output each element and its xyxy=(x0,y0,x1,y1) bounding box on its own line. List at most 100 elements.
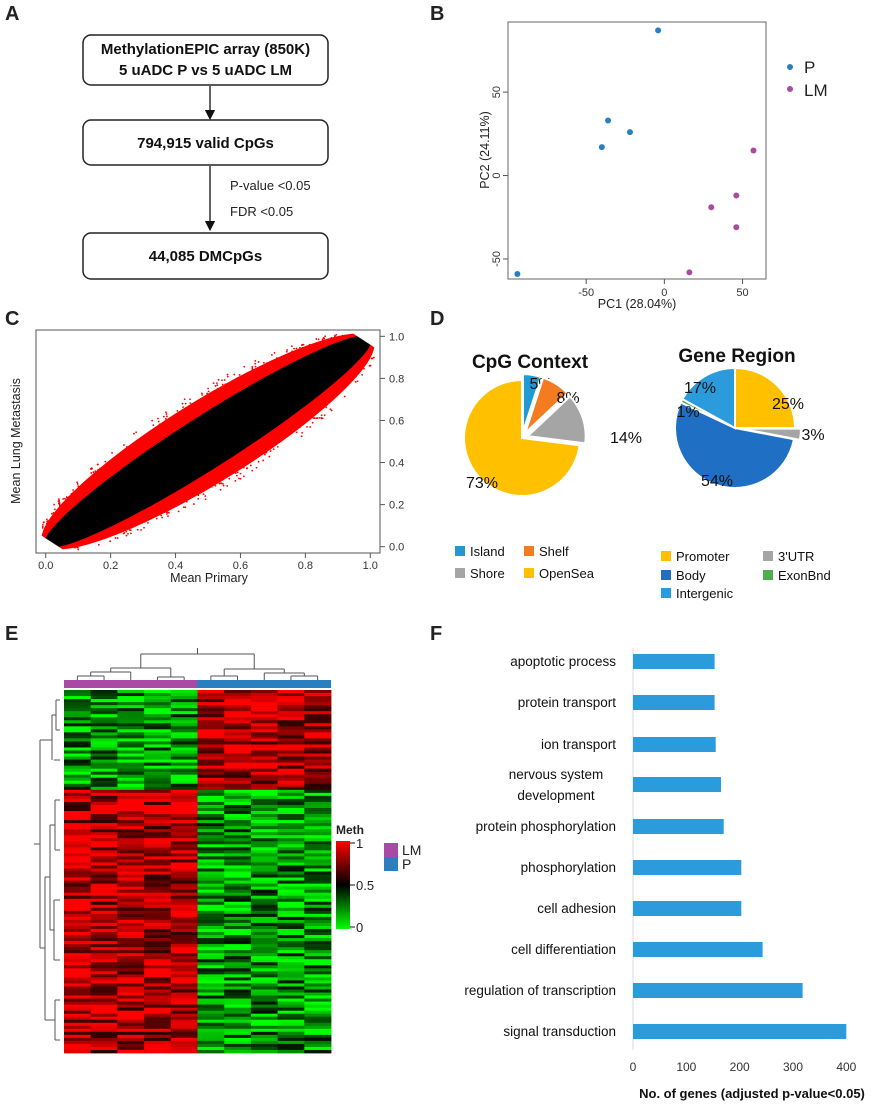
differential-cpg-point xyxy=(355,375,357,378)
heatmap-cell xyxy=(144,699,172,703)
panel-label-c: C xyxy=(5,308,19,330)
heatmap-cell xyxy=(304,1034,332,1039)
heatmap-cell xyxy=(170,880,198,884)
methylation-heatmap: Meth 1 0.5 0 LM P xyxy=(34,648,421,1054)
heatmap-cell xyxy=(117,1016,145,1021)
heatmap-cell xyxy=(224,1010,252,1015)
heatmap-cell xyxy=(224,850,252,854)
differential-cpg-point xyxy=(265,362,268,365)
heatmap-cell xyxy=(64,811,92,815)
heatmap-cell xyxy=(144,1034,172,1039)
differential-cpg-point xyxy=(76,481,79,484)
heatmap-cell xyxy=(117,696,145,700)
heatmap-cell xyxy=(304,690,332,694)
heatmap-cell xyxy=(144,762,172,767)
differential-cpg-point xyxy=(167,419,169,421)
heatmap-cell xyxy=(224,865,252,869)
heatmap-cell xyxy=(250,850,278,854)
heatmap-cell xyxy=(117,871,145,875)
heatmap-cell xyxy=(170,1001,198,1005)
heatmap-cell xyxy=(90,1040,118,1045)
heatmap-cell xyxy=(304,913,332,918)
differential-cpg-point xyxy=(224,383,227,386)
heatmap-cell xyxy=(277,711,305,715)
heatmap-cell xyxy=(90,798,118,803)
heatmap-cell xyxy=(144,944,172,948)
heatmap-cell xyxy=(90,690,118,694)
heatmap-cell xyxy=(197,850,225,854)
heatmap-cell xyxy=(117,904,145,909)
heatmap-cell xyxy=(90,898,118,903)
heatmap-cell xyxy=(117,723,145,727)
heatmap-cell xyxy=(197,811,225,815)
heatmap-cell xyxy=(64,862,92,866)
heatmap-cell xyxy=(304,977,332,981)
heatmap-cell xyxy=(90,922,118,927)
valid-cpgs-box xyxy=(82,119,329,166)
heatmap-cell xyxy=(304,868,332,872)
heatmap-cell xyxy=(90,841,118,845)
heatmap-cell xyxy=(64,1034,92,1039)
heatmap-cell xyxy=(64,980,92,984)
differential-cpg-point xyxy=(64,497,66,500)
heatmap-cell xyxy=(197,974,225,978)
heatmap-cell xyxy=(90,717,118,721)
methylation-scatter-chart: 0.0 0.2 0.4 0.6 0.8 1.00.00.20.40.60.81.0 Mea… xyxy=(9,329,404,585)
legend-marker-p xyxy=(787,64,793,70)
heatmap-cell xyxy=(304,723,332,727)
heatmap-cell xyxy=(170,910,198,915)
differential-cpg-point xyxy=(161,516,164,519)
heatmap-cell xyxy=(117,1034,145,1039)
heatmap-cell xyxy=(144,959,172,963)
differential-cpg-point xyxy=(226,375,229,378)
heatmap-cell xyxy=(197,925,225,930)
heatmap-cell xyxy=(224,853,252,857)
differential-cpg-point xyxy=(184,506,187,509)
differential-cpg-point xyxy=(189,402,192,405)
heatmap-cell xyxy=(250,925,278,930)
heatmap-cell xyxy=(250,874,278,878)
heatmap-cell xyxy=(90,699,118,703)
pca-point-p xyxy=(605,117,612,124)
heatmap-cell xyxy=(144,1040,172,1045)
heatmap-cell xyxy=(144,720,172,724)
heatmap-cell xyxy=(144,705,172,709)
heatmap-cell xyxy=(170,1046,198,1051)
heatmap-cell xyxy=(250,699,278,703)
pca-point-p xyxy=(514,270,521,277)
heatmap-cell xyxy=(90,844,118,848)
heatmap-cell xyxy=(170,735,198,739)
heatmap-cell xyxy=(117,989,145,993)
bar-x-tick-label: 400 xyxy=(836,1060,856,1074)
heatmap-cell xyxy=(144,844,172,848)
heatmap-cell xyxy=(224,823,252,827)
heatmap-cell xyxy=(224,711,252,715)
heatmap-cell xyxy=(90,904,118,909)
heatmap-cell xyxy=(304,744,332,748)
heatmap-cell xyxy=(90,859,118,863)
heatmap-cell xyxy=(277,829,305,833)
heatmap-cell xyxy=(224,874,252,878)
heatmap-cell xyxy=(224,1028,252,1033)
differential-cpg-point xyxy=(285,350,288,353)
heatmap-cell xyxy=(304,901,332,906)
heatmap-cell xyxy=(224,856,252,860)
differential-cpg-point xyxy=(165,411,167,414)
heatmap-cell xyxy=(277,1010,305,1015)
differential-cpg-point xyxy=(45,518,48,521)
differential-cpg-point xyxy=(216,387,219,390)
heatmap-cell xyxy=(90,750,118,754)
heatmap-cell xyxy=(170,702,198,706)
heatmap-cell xyxy=(64,820,92,824)
heatmap-cell xyxy=(277,850,305,854)
heatmap-cell xyxy=(170,738,198,742)
heatmap-cell xyxy=(64,789,92,794)
heatmap-cell xyxy=(277,1001,305,1005)
heatmap-cell xyxy=(277,986,305,990)
heatmap-cell xyxy=(90,847,118,851)
heatmap-cell xyxy=(144,789,172,794)
heatmap-cell xyxy=(277,702,305,706)
heatmap-cell xyxy=(64,835,92,839)
differential-cpg-point xyxy=(122,451,124,453)
heatmap-cell xyxy=(197,983,225,987)
